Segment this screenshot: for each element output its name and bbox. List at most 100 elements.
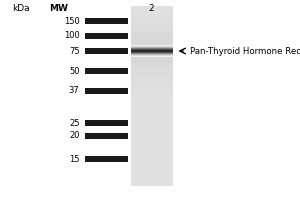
- Bar: [130, 47, 172, 48]
- Bar: [130, 182, 172, 183]
- Bar: [130, 18, 172, 20]
- Bar: [130, 118, 172, 119]
- Bar: [130, 123, 172, 125]
- Bar: [130, 145, 172, 146]
- Bar: [130, 98, 172, 100]
- Bar: [130, 50, 172, 51]
- Bar: [130, 57, 172, 58]
- Bar: [130, 62, 172, 64]
- Bar: [130, 104, 172, 105]
- Bar: [130, 80, 172, 82]
- Bar: [130, 97, 172, 98]
- Bar: [130, 102, 172, 103]
- Bar: [85, 156, 128, 162]
- Bar: [130, 17, 172, 19]
- Bar: [130, 49, 172, 50]
- Bar: [130, 47, 172, 48]
- Bar: [130, 117, 172, 118]
- Bar: [130, 58, 172, 59]
- Bar: [130, 34, 172, 35]
- Bar: [130, 103, 172, 104]
- Bar: [130, 25, 172, 26]
- Bar: [130, 55, 172, 56]
- Bar: [130, 106, 172, 107]
- Bar: [130, 43, 172, 45]
- Bar: [130, 52, 172, 53]
- Bar: [130, 36, 172, 38]
- Bar: [85, 120, 128, 126]
- Bar: [130, 9, 172, 11]
- Text: 25: 25: [69, 118, 80, 128]
- Bar: [130, 55, 172, 56]
- Bar: [130, 160, 172, 161]
- Bar: [130, 157, 172, 158]
- Bar: [130, 49, 172, 50]
- Bar: [130, 50, 172, 51]
- Bar: [130, 52, 172, 53]
- Bar: [130, 45, 172, 46]
- Bar: [85, 68, 128, 74]
- Bar: [130, 174, 172, 175]
- Bar: [130, 68, 172, 69]
- Bar: [130, 47, 172, 48]
- Bar: [130, 8, 172, 10]
- Text: 75: 75: [69, 46, 80, 55]
- Bar: [130, 46, 172, 47]
- Text: 2: 2: [149, 4, 154, 13]
- Bar: [130, 153, 172, 154]
- Bar: [130, 81, 172, 83]
- Bar: [130, 79, 172, 81]
- Bar: [130, 133, 172, 135]
- Bar: [130, 73, 172, 74]
- Bar: [130, 107, 172, 109]
- Bar: [130, 132, 172, 133]
- Bar: [130, 79, 172, 80]
- Bar: [130, 59, 172, 60]
- Bar: [130, 86, 172, 87]
- Bar: [130, 19, 172, 20]
- Bar: [130, 129, 172, 130]
- Bar: [130, 60, 172, 62]
- Bar: [130, 25, 172, 27]
- Bar: [130, 48, 172, 49]
- Bar: [130, 176, 172, 177]
- Bar: [130, 123, 172, 124]
- Bar: [130, 138, 172, 139]
- Bar: [130, 151, 172, 153]
- Bar: [130, 60, 172, 61]
- Bar: [130, 52, 172, 53]
- Bar: [130, 6, 172, 7]
- Bar: [130, 34, 172, 36]
- Text: 20: 20: [69, 132, 80, 140]
- Bar: [130, 110, 172, 111]
- Bar: [130, 39, 172, 40]
- Bar: [130, 164, 172, 165]
- Bar: [130, 133, 172, 134]
- Bar: [130, 91, 172, 92]
- Bar: [130, 168, 172, 170]
- Text: 100: 100: [64, 31, 80, 40]
- Bar: [130, 168, 172, 169]
- Bar: [85, 18, 128, 24]
- Bar: [130, 140, 172, 141]
- Bar: [130, 128, 172, 129]
- Bar: [130, 180, 172, 182]
- Bar: [130, 150, 172, 151]
- Bar: [130, 148, 172, 149]
- Bar: [130, 7, 172, 9]
- Bar: [130, 159, 172, 160]
- Bar: [130, 139, 172, 140]
- Bar: [130, 120, 172, 121]
- Bar: [130, 52, 172, 54]
- Bar: [130, 16, 172, 17]
- Bar: [130, 51, 172, 52]
- Bar: [130, 162, 172, 164]
- Bar: [130, 146, 172, 147]
- Bar: [130, 181, 172, 182]
- Bar: [130, 167, 172, 168]
- Bar: [130, 42, 172, 43]
- Bar: [130, 170, 172, 172]
- Bar: [130, 87, 172, 88]
- Bar: [130, 11, 172, 12]
- Bar: [130, 175, 172, 176]
